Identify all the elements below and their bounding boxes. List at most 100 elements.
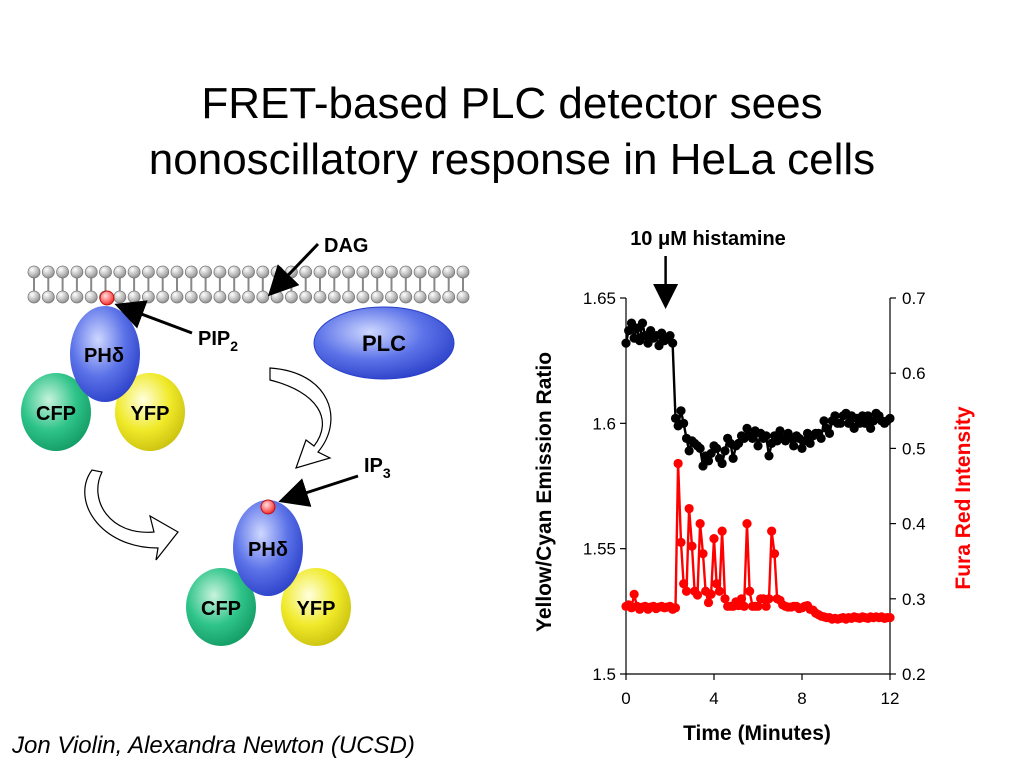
y-right-tick-label: 0.7 [902, 289, 926, 308]
lipid-head [99, 265, 112, 279]
lipid-head [56, 290, 69, 304]
data-point-left [703, 456, 714, 466]
ph-label-top: PHδ [84, 345, 124, 367]
cfp-label-top: CFP [36, 403, 76, 425]
y-right-tick-label: 0.3 [902, 590, 926, 609]
data-point-left [665, 331, 675, 341]
data-point-right [885, 613, 895, 623]
pip2-label: PIP2 [198, 328, 238, 354]
plc-detector-diagram: DAG PLC PHδ CFP YFP PIP2 IP3 PHδ CFP YFP [21, 235, 470, 646]
yfp-protein-bottom [281, 568, 351, 646]
lipid-head [227, 265, 241, 279]
slide-title-line-2: nonoscillatory response in HeLa cells [148, 135, 876, 184]
x-tick-label: 8 [797, 689, 806, 708]
lipid-head [242, 265, 255, 279]
data-point-left [679, 418, 689, 428]
data-point-left [676, 406, 686, 416]
x-tick-label: 4 [709, 689, 718, 708]
lipid-head [113, 265, 127, 279]
data-point-left [728, 453, 738, 464]
data-point-right [717, 526, 727, 536]
yfp-label-top: YFP [131, 403, 170, 425]
data-point-left [717, 458, 727, 469]
data-point-right [687, 541, 697, 551]
lipid-head [184, 290, 198, 304]
data-point-left [668, 338, 678, 348]
lipid-head [356, 290, 370, 304]
lipid-head [299, 265, 313, 279]
lipid-head [84, 290, 98, 304]
data-point-left [775, 426, 785, 436]
lipid-head [456, 290, 470, 304]
ip3-arrow [278, 474, 359, 507]
lipid-head [313, 265, 327, 279]
lipid-head [127, 265, 141, 279]
pip2-headgroup [99, 290, 115, 306]
lipid-head [442, 265, 456, 279]
data-point-right [681, 586, 692, 596]
slide-title: FRET-based PLC detector sees nonoscillat… [0, 76, 1024, 188]
yfp-protein-top [115, 373, 185, 451]
data-point-right [714, 586, 725, 596]
ph-domain-bottom [233, 500, 303, 596]
y-left-tick-label: 1.65 [583, 289, 616, 308]
lipid-head [41, 265, 55, 279]
data-point-right [706, 589, 716, 599]
data-point-left [742, 423, 752, 433]
data-point-left [764, 451, 774, 461]
data-point-left [720, 446, 730, 456]
data-point-right [742, 519, 752, 529]
data-point-left [684, 446, 694, 456]
lipid-head [199, 290, 213, 304]
ph-label-bottom: PHδ [248, 539, 288, 561]
lipid-head [70, 265, 84, 279]
data-point-right [764, 594, 774, 604]
lipid-head [56, 265, 69, 279]
lipid-head [427, 265, 441, 279]
data-point-right [769, 549, 780, 559]
data-point-left [670, 413, 681, 423]
lipid-head [199, 265, 213, 279]
data-point-right [698, 549, 708, 559]
data-point-left [885, 413, 895, 423]
data-point-right [670, 603, 681, 613]
lipid-head [413, 290, 427, 304]
lipid-head [299, 290, 313, 304]
lipid-head [385, 290, 398, 304]
dag-arrow [267, 242, 320, 297]
data-point-left [637, 318, 648, 328]
cfp-label-bottom: CFP [201, 598, 241, 620]
x-axis-label: Time (Minutes) [683, 722, 831, 745]
data-point-right [739, 601, 749, 611]
data-point-right [761, 601, 771, 611]
lipid-head [385, 265, 398, 279]
y-right-tick-label: 0.6 [902, 364, 926, 383]
data-point-left [805, 438, 815, 448]
yfp-label-bottom: YFP [297, 598, 336, 620]
data-point-left [695, 443, 705, 453]
y-right-tick-label: 0.4 [902, 515, 926, 534]
lipid-head [370, 290, 384, 304]
lipid-head [27, 290, 41, 304]
cfp-protein-bottom [186, 568, 256, 646]
data-point-left [816, 433, 826, 443]
histamine-annotation: 10 μM histamine [630, 228, 786, 250]
lipid-head [27, 265, 41, 279]
data-point-left [712, 443, 722, 453]
curved-arrow-release [269, 367, 332, 469]
data-point-right [736, 594, 747, 604]
data-point-left [797, 443, 807, 453]
lipid-head [156, 265, 170, 279]
lipid-head [399, 265, 413, 279]
slide-title-line-1: FRET-based PLC detector sees [201, 79, 823, 128]
curved-arrow-return [84, 469, 179, 561]
author-credit: Jon Violin, Alexandra Newton (UCSD) [12, 732, 415, 759]
lipid-head [242, 290, 255, 304]
data-point-left [819, 416, 829, 426]
ip3-headgroup [260, 499, 276, 515]
plc-enzyme [313, 306, 455, 380]
data-point-right [712, 579, 722, 589]
data-point-right [695, 519, 705, 529]
lipid-head [213, 290, 227, 304]
